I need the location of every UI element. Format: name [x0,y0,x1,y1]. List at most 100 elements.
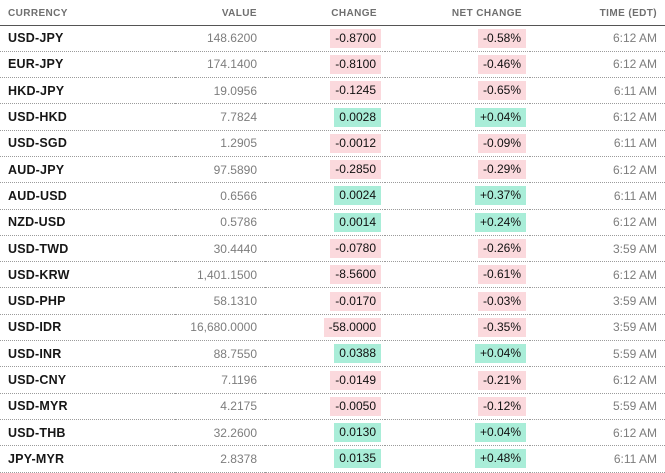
net-change-badge: -0.58% [477,28,526,48]
net-change-badge: -0.12% [477,396,526,416]
change-badge: 0.0135 [334,449,381,469]
table-row: USD-HKD 7.7824 0.0028 +0.04% 6:12 AM [0,103,665,131]
table-row: JPY-MYR 2.8378 0.0135 +0.48% 6:11 AM [0,445,665,473]
column-header-time: TIME (EDT) [530,0,665,26]
value-cell: 2.8378 [175,445,265,473]
column-header-currency: CURRENCY [0,0,175,26]
time-cell: 6:12 AM [530,25,665,52]
table-row: USD-IDR 16,680.0000 -58.0000 -0.35% 3:59… [0,314,665,342]
net-change-badge: -0.35% [477,317,526,337]
currency-pair-link[interactable]: EUR-JPY [0,51,175,79]
change-cell: 0.0024 [265,182,385,210]
net-change-cell: -0.35% [385,314,530,342]
currency-pair-link[interactable]: USD-SGD [0,130,175,157]
change-cell: -0.0780 [265,235,385,263]
table-row: USD-KRW 1,401.1500 -8.5600 -0.61% 6:12 A… [0,261,665,289]
change-badge: -0.0012 [330,133,381,153]
time-cell: 6:12 AM [530,51,665,79]
currency-pair-link[interactable]: USD-THB [0,419,175,447]
table-row: USD-JPY 148.6200 -0.8700 -0.58% 6:12 AM [0,25,665,52]
time-cell: 6:11 AM [530,182,665,210]
change-cell: -0.0050 [265,393,385,420]
net-change-badge: +0.04% [474,423,526,443]
value-cell: 16,680.0000 [175,314,265,342]
net-change-badge: -0.65% [477,81,526,101]
change-cell: -0.8700 [265,25,385,52]
net-change-cell: +0.04% [385,103,530,131]
time-cell: 6:12 AM [530,209,665,236]
value-cell: 174.1400 [175,51,265,79]
change-badge: -8.5600 [330,265,381,285]
table-row: NZD-USD 0.5786 0.0014 +0.24% 6:12 AM [0,209,665,236]
time-cell: 6:12 AM [530,103,665,131]
time-cell: 6:11 AM [530,77,665,105]
time-cell: 3:59 AM [530,314,665,342]
currency-pair-link[interactable]: HKD-JPY [0,77,175,105]
net-change-badge: -0.21% [477,370,526,390]
change-cell: 0.0388 [265,340,385,368]
column-header-change: CHANGE [265,0,385,26]
change-badge: 0.0014 [334,212,381,232]
change-cell: 0.0135 [265,445,385,473]
table-row: USD-CNY 7.1196 -0.0149 -0.21% 6:12 AM [0,366,665,394]
currency-pair-link[interactable]: USD-JPY [0,25,175,52]
value-cell: 7.7824 [175,103,265,131]
currency-pair-link[interactable]: USD-PHP [0,287,175,315]
net-change-cell: -0.65% [385,77,530,105]
currency-pair-link[interactable]: JPY-MYR [0,445,175,473]
net-change-badge: -0.29% [477,160,526,180]
change-cell: -0.0170 [265,287,385,315]
net-change-badge: +0.04% [474,344,526,364]
change-cell: -58.0000 [265,314,385,342]
currency-pair-link[interactable]: AUD-JPY [0,156,175,184]
currency-pair-link[interactable]: USD-CNY [0,366,175,394]
time-cell: 6:11 AM [530,130,665,157]
net-change-badge: -0.46% [477,54,526,74]
currency-pair-link[interactable]: USD-HKD [0,103,175,131]
value-cell: 1.2905 [175,130,265,157]
net-change-cell: -0.58% [385,25,530,52]
change-badge: -0.1245 [330,81,381,101]
time-cell: 6:12 AM [530,156,665,184]
table-row: HKD-JPY 19.0956 -0.1245 -0.65% 6:11 AM [0,77,665,105]
net-change-badge: +0.04% [474,107,526,127]
change-badge: -58.0000 [323,317,381,337]
value-cell: 32.2600 [175,419,265,447]
table-row: USD-MYR 4.2175 -0.0050 -0.12% 5:59 AM [0,393,665,420]
change-cell: -0.1245 [265,77,385,105]
change-cell: -0.0012 [265,130,385,157]
change-cell: -0.0149 [265,366,385,394]
currency-pair-link[interactable]: USD-IDR [0,314,175,342]
currency-pair-link[interactable]: USD-KRW [0,261,175,289]
currency-pair-link[interactable]: USD-MYR [0,393,175,420]
net-change-cell: -0.29% [385,156,530,184]
change-badge: 0.0024 [334,186,381,206]
time-cell: 6:12 AM [530,261,665,289]
time-cell: 5:59 AM [530,393,665,420]
currency-pair-link[interactable]: USD-INR [0,340,175,368]
value-cell: 4.2175 [175,393,265,420]
time-cell: 6:11 AM [530,445,665,473]
table-header: CURRENCY VALUE CHANGE NET CHANGE TIME (E… [0,0,665,26]
change-badge: -0.8100 [330,54,381,74]
net-change-cell: +0.37% [385,182,530,210]
time-cell: 6:12 AM [530,366,665,394]
net-change-badge: +0.24% [474,212,526,232]
net-change-cell: -0.09% [385,130,530,157]
net-change-cell: -0.61% [385,261,530,289]
table-row: USD-THB 32.2600 0.0130 +0.04% 6:12 AM [0,419,665,447]
net-change-cell: -0.21% [385,366,530,394]
currency-pair-link[interactable]: USD-TWD [0,235,175,263]
change-badge: 0.0028 [334,107,381,127]
change-badge: 0.0130 [334,423,381,443]
change-cell: 0.0028 [265,103,385,131]
change-cell: -0.8100 [265,51,385,79]
table-row: AUD-USD 0.6566 0.0024 +0.37% 6:11 AM [0,182,665,210]
currency-pair-link[interactable]: NZD-USD [0,209,175,236]
currency-pair-link[interactable]: AUD-USD [0,182,175,210]
time-cell: 6:12 AM [530,419,665,447]
change-badge: -0.0170 [330,291,381,311]
value-cell: 97.5890 [175,156,265,184]
net-change-cell: +0.04% [385,419,530,447]
